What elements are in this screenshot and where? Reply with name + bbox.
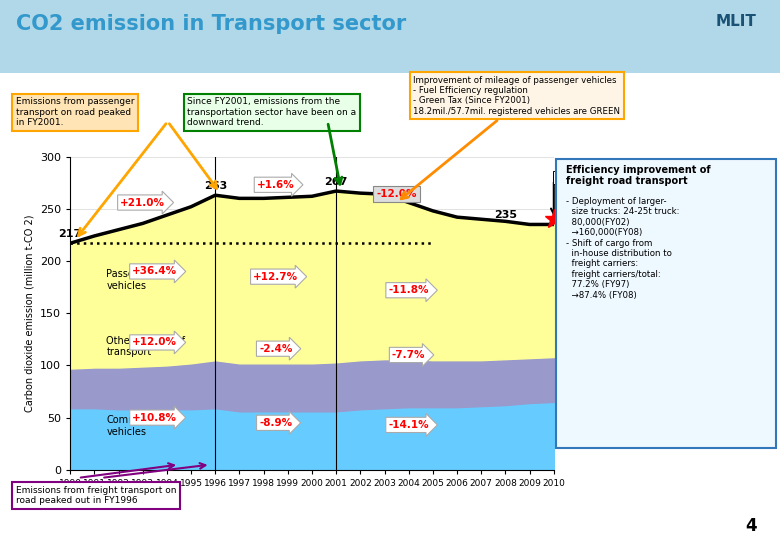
Text: Since FY2001, emissions from the
transportation sector have been on a
downward t: Since FY2001, emissions from the transpo… bbox=[187, 97, 356, 127]
Text: FY2010 Target: FY2010 Target bbox=[555, 173, 615, 182]
Text: -8.9%: -8.9% bbox=[259, 418, 292, 428]
Text: -7.7%: -7.7% bbox=[392, 350, 425, 360]
Text: MLIT: MLIT bbox=[716, 14, 757, 29]
Text: - Deployment of larger-
  size trucks: 24-25t truck:
  80,000(FY02)
  →160,000(F: - Deployment of larger- size trucks: 24-… bbox=[566, 197, 679, 300]
Text: 217: 217 bbox=[58, 229, 82, 239]
Text: Efficiency improvement of
freight road transport: Efficiency improvement of freight road t… bbox=[566, 165, 710, 186]
Text: 235: 235 bbox=[494, 210, 517, 220]
Text: 4: 4 bbox=[745, 517, 757, 535]
Text: +36.4%: +36.4% bbox=[133, 266, 177, 276]
Text: 267: 267 bbox=[324, 177, 348, 187]
Text: -11.8%: -11.8% bbox=[388, 285, 429, 295]
Text: +21.0%: +21.0% bbox=[120, 198, 165, 207]
Text: +12.7%: +12.7% bbox=[254, 272, 298, 282]
Text: -2.4%: -2.4% bbox=[259, 343, 292, 354]
Text: +1.6%: +1.6% bbox=[257, 180, 295, 190]
Text: Emissions from passenger
transport on road peaked
in FY2001.: Emissions from passenger transport on ro… bbox=[16, 97, 134, 127]
Text: Other  modes of
transport: Other modes of transport bbox=[107, 336, 186, 357]
Text: +12.0%: +12.0% bbox=[133, 338, 177, 347]
Text: Passenger
vehicles: Passenger vehicles bbox=[107, 269, 157, 291]
Text: Commercial
vehicles: Commercial vehicles bbox=[107, 415, 165, 437]
Text: Improvement of mileage of passenger vehicles
- Fuel Efficiency regulation
- Gree: Improvement of mileage of passenger vehi… bbox=[413, 76, 620, 116]
Text: 240: 240 bbox=[558, 214, 580, 224]
Text: +10.8%: +10.8% bbox=[133, 413, 177, 423]
Y-axis label: Carbon dioxide emission (million t-CO 2): Carbon dioxide emission (million t-CO 2) bbox=[24, 214, 34, 412]
Text: CO2 emission in Transport sector: CO2 emission in Transport sector bbox=[16, 14, 406, 33]
Text: Emissions from freight transport on
road peaked out in FY1996: Emissions from freight transport on road… bbox=[16, 486, 176, 505]
Text: -12.0%: -12.0% bbox=[377, 189, 417, 199]
Text: -14.1%: -14.1% bbox=[388, 420, 429, 430]
Text: 263: 263 bbox=[204, 181, 227, 191]
